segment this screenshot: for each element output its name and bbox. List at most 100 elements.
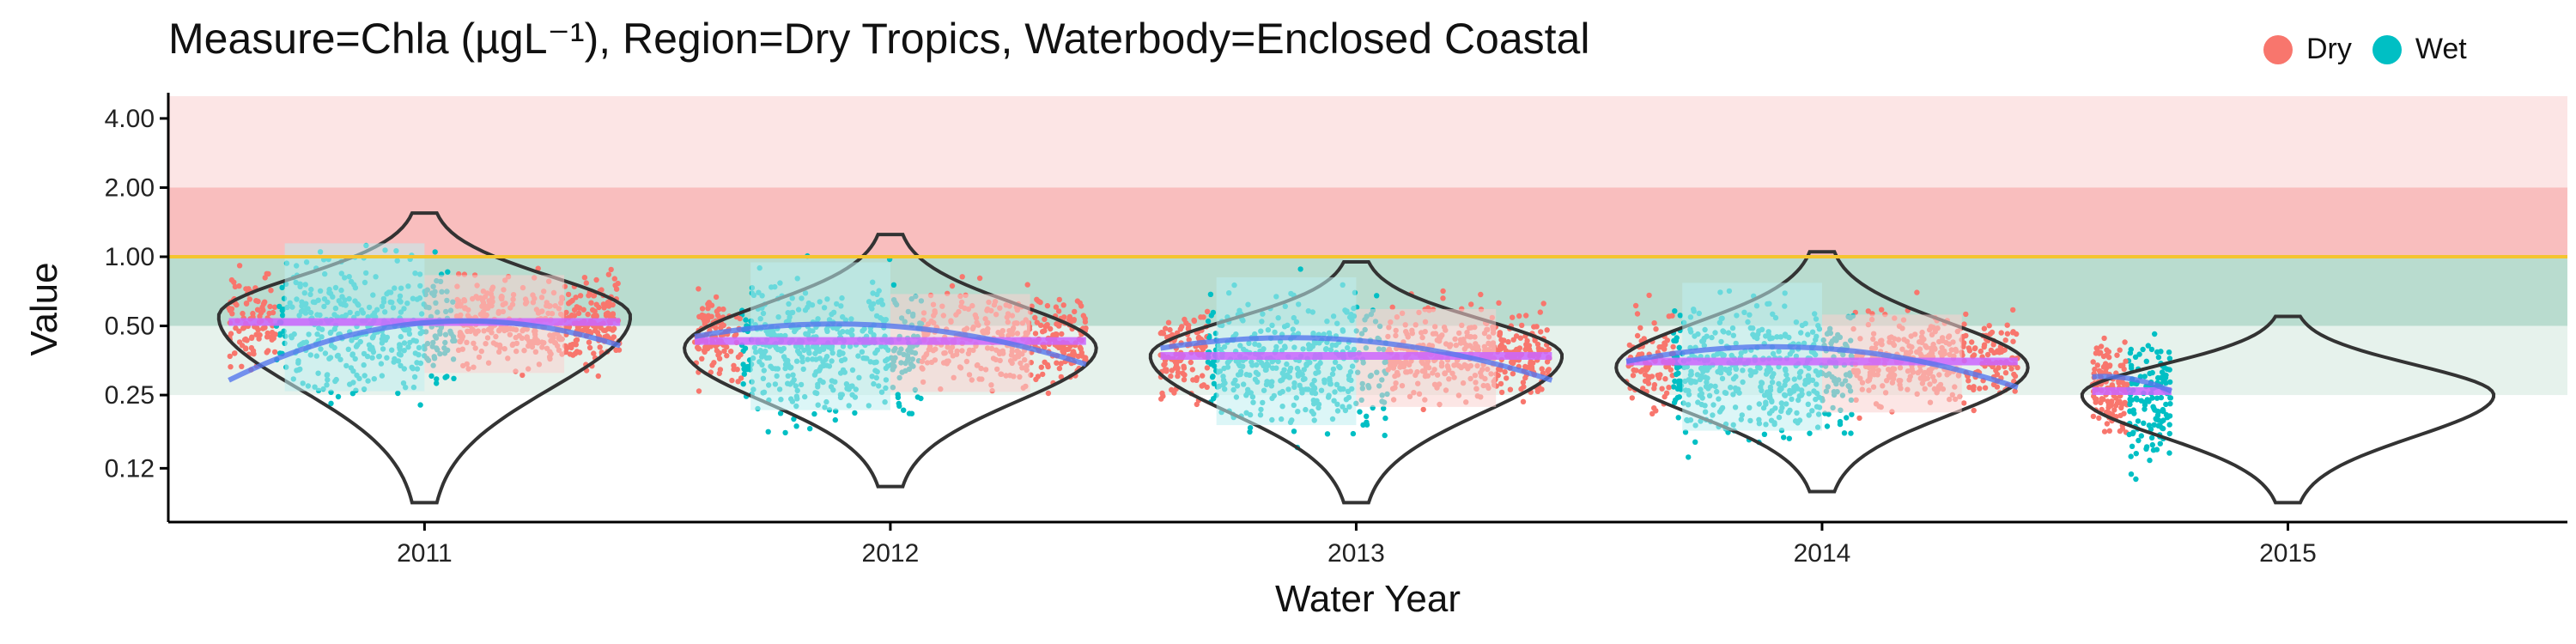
data-point — [2100, 353, 2107, 360]
violin — [216, 211, 633, 505]
data-point — [257, 313, 263, 319]
data-point — [2010, 329, 2016, 335]
data-point — [1668, 367, 1674, 373]
data-point — [1666, 385, 1672, 391]
data-point — [603, 311, 610, 317]
data-point — [1522, 374, 1528, 381]
x-tick-label: 2011 — [397, 539, 453, 568]
x-tick-label: 2012 — [862, 539, 920, 568]
data-point — [1054, 321, 1060, 327]
data-point — [272, 331, 278, 337]
data-point — [591, 293, 597, 299]
data-point — [2113, 395, 2119, 401]
data-point — [1510, 314, 1516, 320]
data-point — [239, 363, 245, 369]
data-point — [610, 301, 616, 308]
data-point — [2154, 416, 2160, 422]
data-point — [1982, 385, 1989, 391]
data-point — [1208, 361, 1214, 368]
data-point — [695, 344, 701, 350]
data-point — [1692, 439, 1698, 445]
data-point — [2134, 397, 2140, 403]
data-point — [1761, 431, 1768, 437]
data-point — [728, 349, 734, 355]
data-point — [1042, 328, 1048, 334]
data-point — [2111, 407, 2117, 413]
data-point — [262, 275, 268, 281]
data-point — [1971, 386, 1977, 393]
data-point — [1045, 363, 1051, 370]
data-point — [605, 334, 611, 340]
data-point — [2145, 343, 2151, 349]
data-point — [1972, 345, 1978, 351]
data-point — [1662, 342, 1668, 348]
data-point — [1175, 369, 1182, 375]
data-point — [1497, 332, 1503, 338]
data-point — [1498, 380, 1504, 387]
data-point — [1182, 372, 1188, 378]
data-point — [2090, 359, 2096, 365]
data-point — [2166, 422, 2172, 428]
data-point — [1074, 298, 1081, 304]
trend-curve — [228, 318, 622, 383]
data-point — [2163, 380, 2169, 386]
data-point — [2122, 339, 2128, 345]
data-point — [1198, 314, 1204, 320]
data-point — [1171, 390, 1177, 396]
data-point — [1188, 359, 1194, 366]
data-point — [2136, 437, 2142, 444]
data-point — [2167, 401, 2173, 407]
data-point — [2093, 396, 2099, 403]
data-point — [721, 348, 727, 354]
data-point — [265, 348, 271, 354]
data-point — [616, 347, 623, 353]
x-tick-label: 2015 — [2259, 539, 2317, 568]
data-point — [574, 337, 580, 343]
data-point — [1056, 296, 1063, 303]
data-point — [2094, 362, 2100, 368]
data-point — [705, 306, 711, 312]
data-point — [2100, 364, 2107, 370]
data-point — [2002, 370, 2009, 376]
legend: Dry Wet — [2263, 33, 2488, 66]
data-point — [2128, 471, 2135, 477]
data-point — [1663, 390, 1670, 396]
data-point — [1364, 413, 1370, 419]
data-point — [1629, 395, 1636, 401]
data-point — [2123, 358, 2129, 364]
legend-swatch-wet — [2372, 34, 2402, 64]
data-point — [1247, 425, 1254, 431]
data-point — [2117, 398, 2123, 404]
data-point — [1038, 364, 1045, 370]
data-point — [2096, 415, 2102, 422]
data-point — [2149, 395, 2155, 401]
data-point — [227, 353, 233, 360]
data-point — [2113, 403, 2119, 409]
data-point — [1670, 384, 1677, 390]
data-point — [1042, 359, 1048, 365]
data-point — [2106, 428, 2112, 434]
data-point — [1072, 308, 1078, 315]
data-point — [1965, 378, 1971, 384]
data-point — [1540, 301, 1546, 307]
data-point — [1381, 405, 1387, 411]
data-point — [2164, 415, 2171, 421]
data-point — [2128, 453, 2134, 459]
data-point — [1682, 429, 1689, 435]
data-point — [2166, 349, 2172, 355]
data-point — [699, 355, 705, 361]
data-point — [1195, 335, 1202, 341]
data-point — [605, 299, 612, 306]
data-point — [2151, 422, 2157, 428]
data-point — [253, 331, 259, 337]
data-point — [1163, 325, 1169, 331]
data-point — [1158, 396, 1164, 402]
trend-curve — [2092, 374, 2173, 394]
data-point — [734, 367, 740, 373]
data-point — [1204, 308, 1211, 314]
data-point — [1208, 313, 1215, 319]
data-point — [1291, 428, 1297, 434]
chart-title: Measure=Chla (µgL⁻¹), Region=Dry Tropics… — [168, 15, 1590, 63]
data-point — [2117, 428, 2123, 434]
data-point — [565, 291, 572, 298]
